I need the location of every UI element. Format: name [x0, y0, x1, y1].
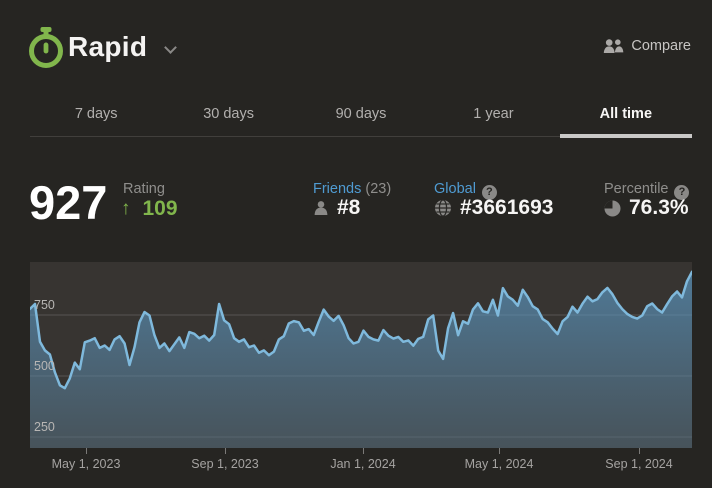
friends-count: (23) [365, 181, 392, 197]
x-tick-label-2: Jan 1, 2024 [330, 457, 396, 471]
rating-area-chart [30, 270, 692, 448]
friends-link[interactable]: Friends [313, 181, 362, 197]
rating-line [30, 270, 692, 390]
friends-rank-row: #8 [313, 196, 360, 220]
tab-90-days[interactable]: 90 days [335, 106, 387, 122]
global-label-row: Global? [434, 181, 497, 200]
global-rank-row: #3661693 [434, 196, 553, 220]
tab-30-days[interactable]: 30 days [203, 106, 254, 122]
percentile-value: 76.3% [629, 196, 689, 219]
y-tick-label-750: 750 [34, 297, 55, 312]
global-help-icon[interactable]: ? [481, 185, 497, 200]
rapid-stopwatch-icon [29, 27, 63, 68]
x-tick-label-0: May 1, 2023 [51, 457, 121, 471]
globe-icon [435, 199, 451, 217]
friends-label-row: Friends (23) [313, 181, 391, 197]
person-icon [314, 201, 328, 215]
time-range-tabs: 7 days 30 days 90 days 1 year All time [30, 92, 693, 138]
x-tick-mark-2 [363, 448, 364, 454]
rating-label: Rating [123, 181, 165, 197]
x-tick-label-3: May 1, 2024 [464, 457, 534, 471]
tab-7-days[interactable]: 7 days [74, 106, 118, 122]
tab-1-year[interactable]: 1 year [473, 106, 514, 122]
percentile-label-row: Percentile? [604, 181, 690, 200]
rating-change: ↑ 109 [121, 197, 178, 221]
x-tick-label-4: Sep 1, 2024 [605, 457, 673, 471]
chevron-down-icon[interactable] [164, 41, 177, 54]
header: Rapid Compare [0, 0, 712, 92]
compare-users-icon [604, 38, 624, 53]
up-arrow-icon: ↑ [121, 198, 131, 219]
x-tick-mark-0 [86, 448, 87, 454]
friends-rank: #8 [337, 196, 361, 219]
x-tick-mark-1 [225, 448, 226, 454]
percentile-pie-icon [604, 200, 621, 216]
global-link[interactable]: Global [434, 181, 476, 197]
rating-change-value: 109 [142, 197, 178, 220]
percentile-help-icon[interactable]: ? [674, 185, 690, 200]
rating-value: 927 [29, 176, 108, 229]
rating-chart[interactable]: 750 500 250 [30, 262, 692, 448]
percentile-value-row: 76.3% [604, 196, 689, 220]
percentile-label: Percentile [604, 181, 669, 197]
x-tick-mark-4 [639, 448, 640, 454]
x-axis: May 1, 2023 Sep 1, 2023 Jan 1, 2024 May 1, … [30, 448, 692, 484]
global-rank: #3661693 [460, 196, 554, 219]
area-fill [30, 271, 692, 448]
tab-all-time[interactable]: All time [559, 92, 693, 138]
x-tick-mark-3 [499, 448, 500, 454]
y-tick-label-500: 500 [34, 358, 55, 373]
page-title[interactable]: Rapid [68, 31, 148, 62]
compare-label: Compare [631, 38, 691, 54]
x-tick-label-1: Sep 1, 2023 [191, 457, 259, 471]
stats-row: 927 Rating ↑ 109 Friends (23) #8 Global?… [0, 137, 712, 262]
y-tick-label-250: 250 [34, 420, 55, 435]
compare-button[interactable]: Compare [603, 38, 691, 54]
